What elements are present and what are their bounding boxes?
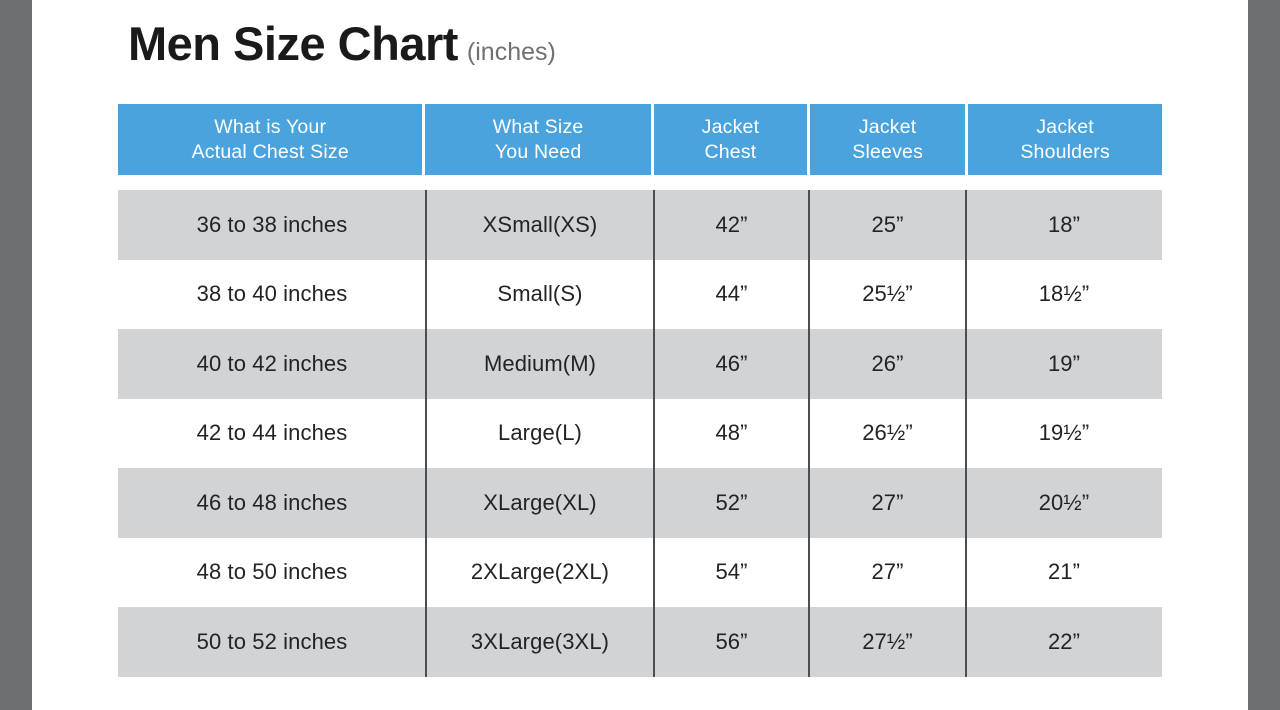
table-row: 48 to 50 inches 2XLarge(2XL) 54” 27” 21” bbox=[118, 537, 1162, 607]
column-header-jacket-sleeves: Jacket Sleeves bbox=[810, 104, 966, 175]
cell-chest-range: 42 to 44 inches bbox=[196, 420, 348, 446]
cell-chest-range: 40 to 42 inches bbox=[196, 350, 348, 376]
column-header-line2: Shoulders bbox=[1020, 140, 1110, 163]
table-row: 50 to 52 inches 3XLarge(3XL) 56” 27½” 22… bbox=[118, 607, 1162, 677]
cell-jacket-chest: 54” bbox=[715, 559, 748, 585]
cell-chest-range: 48 to 50 inches bbox=[196, 559, 348, 585]
page-title: Men Size Chart (inches) bbox=[128, 20, 556, 67]
cell-jacket-chest: 42” bbox=[715, 211, 748, 237]
column-header-line2: Chest bbox=[704, 140, 757, 163]
cell-jacket-shoulders: 18” bbox=[1047, 211, 1081, 237]
column-header-jacket-shoulders: Jacket Shoulders bbox=[968, 104, 1162, 175]
table-header-row: What is Your Actual Chest Size What Size… bbox=[118, 104, 1162, 175]
table-body: 36 to 38 inches XSmall(XS) 42” 25” 18” 3… bbox=[118, 190, 1162, 677]
cell-jacket-shoulders: 18½” bbox=[1038, 281, 1090, 307]
cell-jacket-shoulders: 19½” bbox=[1038, 420, 1090, 446]
cell-jacket-sleeves: 27½” bbox=[862, 628, 913, 654]
column-header-line1: What is Your bbox=[214, 115, 327, 138]
cell-jacket-chest: 48” bbox=[715, 420, 748, 446]
cell-chest-range: 50 to 52 inches bbox=[196, 628, 348, 654]
size-chart-table: What is Your Actual Chest Size What Size… bbox=[118, 104, 1162, 677]
page-title-units: (inches) bbox=[466, 38, 556, 66]
cell-jacket-shoulders: 21” bbox=[1047, 559, 1081, 585]
cell-jacket-chest: 46” bbox=[715, 350, 748, 376]
cell-size-needed: Small(S) bbox=[497, 281, 583, 307]
cell-jacket-sleeves: 26½” bbox=[862, 420, 913, 446]
column-header-line2: You Need bbox=[494, 140, 582, 163]
table-row: 38 to 40 inches Small(S) 44” 25½” 18½” bbox=[118, 259, 1162, 329]
cell-size-needed: XSmall(XS) bbox=[482, 211, 598, 237]
table-row: 46 to 48 inches XLarge(XL) 52” 27” 20½” bbox=[118, 468, 1162, 538]
cell-jacket-sleeves: 27” bbox=[871, 489, 904, 515]
cell-size-needed: XLarge(XL) bbox=[483, 489, 597, 515]
cell-chest-range: 36 to 38 inches bbox=[196, 211, 348, 237]
cell-chest-range: 46 to 48 inches bbox=[196, 489, 348, 515]
cell-size-needed: 2XLarge(2XL) bbox=[470, 559, 610, 585]
table-row: 36 to 38 inches XSmall(XS) 42” 25” 18” bbox=[118, 190, 1162, 260]
cell-jacket-shoulders: 20½” bbox=[1038, 489, 1090, 515]
table-row: 42 to 44 inches Large(L) 48” 26½” 19½” bbox=[118, 398, 1162, 468]
column-header-jacket-chest: Jacket Chest bbox=[653, 104, 808, 175]
column-header-line1: Jacket bbox=[1036, 115, 1094, 138]
cell-jacket-sleeves: 25” bbox=[871, 211, 904, 237]
page-title-main: Men Size Chart bbox=[128, 17, 458, 70]
cell-jacket-shoulders: 22” bbox=[1047, 628, 1081, 654]
column-header-actual-chest-size: What is Your Actual Chest Size bbox=[118, 104, 423, 175]
column-header-size-you-need: What Size You Need bbox=[425, 104, 651, 175]
cell-jacket-sleeves: 27” bbox=[871, 559, 904, 585]
cell-jacket-sleeves: 26” bbox=[871, 350, 904, 376]
column-header-line1: What Size bbox=[492, 115, 584, 138]
cell-jacket-chest: 56” bbox=[715, 628, 748, 654]
column-header-line1: Jacket bbox=[858, 115, 917, 138]
cell-jacket-chest: 44” bbox=[715, 281, 748, 307]
cell-size-needed: 3XLarge(3XL) bbox=[470, 628, 610, 654]
cell-jacket-shoulders: 19” bbox=[1047, 350, 1081, 376]
column-header-line2: Actual Chest Size bbox=[191, 140, 349, 163]
size-chart-page: Men Size Chart (inches) What is Your Act… bbox=[32, 0, 1248, 710]
cell-size-needed: Medium(M) bbox=[483, 350, 597, 376]
cell-chest-range: 38 to 40 inches bbox=[196, 281, 348, 307]
column-header-line2: Sleeves bbox=[852, 140, 924, 163]
column-header-line1: Jacket bbox=[701, 115, 760, 138]
cell-jacket-chest: 52” bbox=[715, 489, 748, 515]
table-row: 40 to 42 inches Medium(M) 46” 26” 19” bbox=[118, 329, 1162, 399]
cell-jacket-sleeves: 25½” bbox=[862, 281, 913, 307]
cell-size-needed: Large(L) bbox=[498, 420, 582, 446]
